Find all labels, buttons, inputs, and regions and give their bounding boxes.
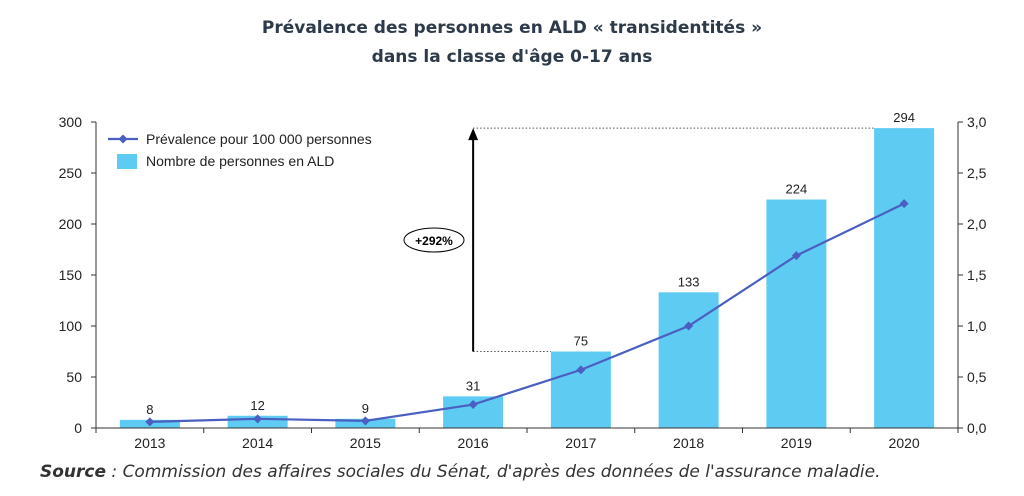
prevalence-point xyxy=(468,400,478,410)
bar-value-label: 9 xyxy=(362,401,369,416)
x-tick-label: 2015 xyxy=(350,435,381,451)
x-tick-label: 2016 xyxy=(458,435,489,451)
bar-value-label: 75 xyxy=(574,334,588,349)
source-text: : Commission des affaires sociales du Sé… xyxy=(106,462,881,482)
title-line-1: Prévalence des personnes en ALD « transi… xyxy=(261,18,763,38)
y-tick-label-left: 200 xyxy=(59,216,83,232)
y-tick-label-right: 2,0 xyxy=(967,216,987,232)
legend-label-prevalence: Prévalence pour 100 000 personnes xyxy=(146,131,372,147)
x-tick-label: 2020 xyxy=(889,435,920,451)
prevalence-point xyxy=(576,365,586,375)
bar-value-label: 12 xyxy=(250,398,264,413)
annotation-arrow-head xyxy=(468,128,479,141)
y-tick-label-right: 0,0 xyxy=(967,420,987,436)
bar-2020 xyxy=(874,128,935,428)
legend-label-bars: Nombre de personnes en ALD xyxy=(146,153,334,169)
bar-value-label: 8 xyxy=(146,402,153,417)
prevalence-point xyxy=(684,321,694,331)
annotation-label: +292% xyxy=(415,234,453,248)
x-tick-label: 2018 xyxy=(673,435,704,451)
prevalence-point xyxy=(899,199,909,209)
y-tick-label-right: 2,5 xyxy=(967,165,987,181)
source-note: Source : Commission des affaires sociale… xyxy=(40,462,880,482)
bar-value-label: 294 xyxy=(893,110,915,125)
prevalence-point xyxy=(791,251,801,261)
bar-value-label: 224 xyxy=(786,182,808,197)
y-tick-label-left: 0 xyxy=(74,420,82,436)
prevalence-point xyxy=(253,414,263,424)
y-tick-label-left: 250 xyxy=(59,165,83,181)
y-tick-label-right: 1,5 xyxy=(967,267,987,283)
bar-2018 xyxy=(658,292,719,428)
x-tick-label: 2017 xyxy=(565,435,596,451)
bar-value-label: 31 xyxy=(466,378,480,393)
y-tick-label-left: 50 xyxy=(66,369,82,385)
source-label: Source xyxy=(40,462,107,482)
legend-bar-swatch xyxy=(117,154,137,169)
chart-title: Prévalence des personnes en ALD « transi… xyxy=(0,14,1024,72)
prevalence-line xyxy=(149,202,905,423)
legend-line-marker xyxy=(118,134,128,144)
y-tick-label-left: 300 xyxy=(59,114,83,130)
y-tick-label-left: 150 xyxy=(59,267,83,283)
y-tick-label-right: 0,5 xyxy=(967,369,987,385)
y-tick-label-right: 3,0 xyxy=(967,114,987,130)
x-tick-label: 2014 xyxy=(242,435,273,451)
x-tick-label: 2019 xyxy=(781,435,812,451)
bar-2019 xyxy=(766,199,827,428)
title-line-2: dans la classe d'âge 0-17 ans xyxy=(371,47,653,67)
y-tick-label-right: 1,0 xyxy=(967,318,987,334)
bar-2017 xyxy=(550,351,611,428)
prevalence-point xyxy=(145,417,155,427)
bar-value-label: 133 xyxy=(678,274,700,289)
prevalence-point xyxy=(360,416,370,426)
annotation-ellipse xyxy=(403,227,465,253)
y-tick-label-left: 100 xyxy=(59,318,83,334)
x-tick-label: 2013 xyxy=(134,435,165,451)
